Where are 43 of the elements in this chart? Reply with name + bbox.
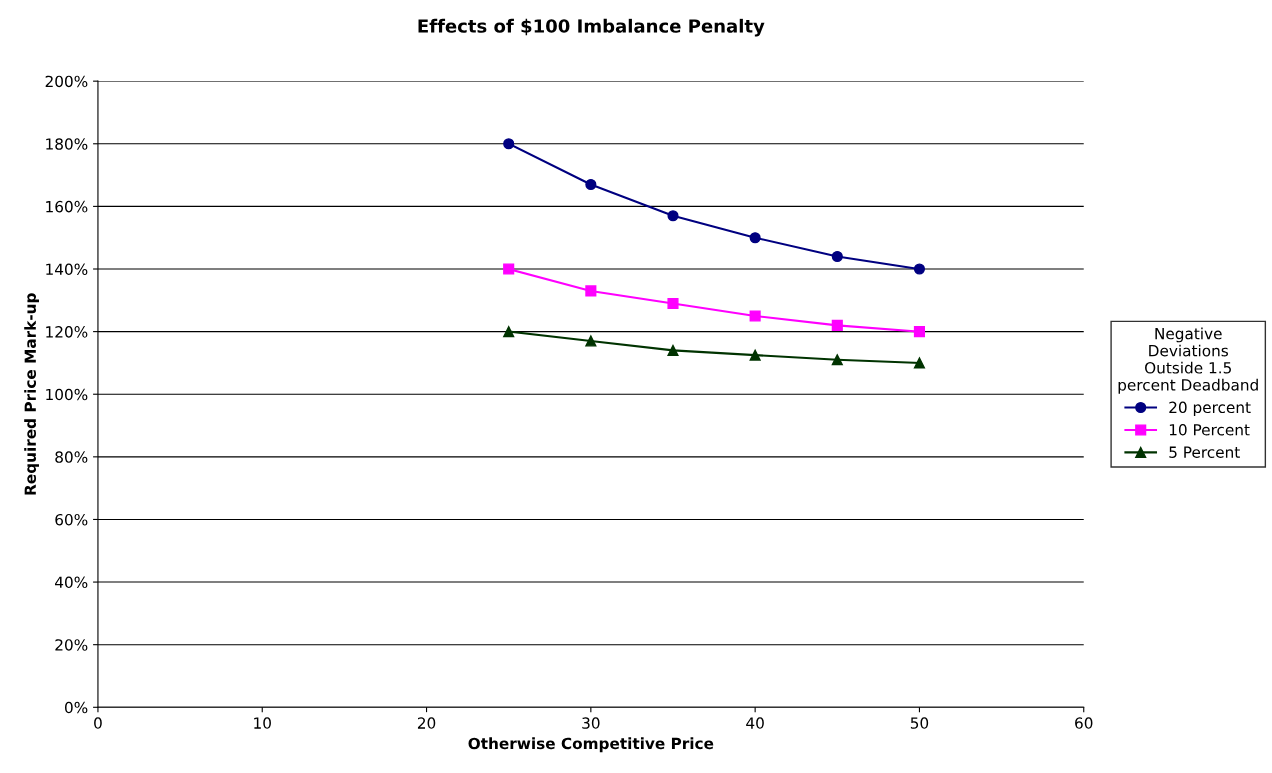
point <box>749 232 761 244</box>
point <box>913 326 926 338</box>
y-tick-label: 100% <box>46 388 88 401</box>
point <box>503 138 515 150</box>
y-tick-label: 180% <box>46 138 88 150</box>
point <box>667 210 679 222</box>
point <box>913 263 926 275</box>
point <box>585 178 597 191</box>
point <box>503 326 515 338</box>
y-tick-label: 0% <box>64 701 88 714</box>
point <box>831 250 843 263</box>
legend-title: Negative Deviations Outside 1.5 percent Deadband <box>1118 327 1258 394</box>
x-tick-label: 40 <box>746 717 764 729</box>
x-tick-label: 50 <box>910 717 929 729</box>
y-tick-label: 80% <box>55 451 88 463</box>
point <box>503 263 515 275</box>
point <box>667 344 679 356</box>
legend-label: 10 Percent <box>1169 423 1250 436</box>
x-tick-label: 10 <box>254 717 271 729</box>
point <box>585 335 597 347</box>
point <box>749 349 761 361</box>
point <box>831 354 843 366</box>
point <box>667 297 679 309</box>
point <box>913 357 926 369</box>
legend-label: 20 percent <box>1169 401 1251 417</box>
legend-label: 5 Percent <box>1169 446 1240 458</box>
y-tick-label: 60% <box>55 513 88 526</box>
x-axis-title: Otherwise Competitive Price <box>468 737 714 753</box>
y-tick-label: 160% <box>46 200 88 213</box>
y-tick-label: 140% <box>46 263 88 276</box>
chart-title: Effects of $100 Imbalance Penalty <box>418 18 765 37</box>
x-tick-label: 0 <box>94 717 102 729</box>
y-tick-label: 20% <box>55 639 88 651</box>
point <box>831 319 843 331</box>
x-tick-label: 30 <box>582 717 600 729</box>
x-tick-label: 20 <box>417 717 436 729</box>
point <box>585 285 597 297</box>
y-axis-title: Required Price Mark-up <box>24 293 39 495</box>
y-tick-label: 40% <box>55 576 88 589</box>
point <box>749 310 761 322</box>
x-tick-label: 60 <box>1075 717 1093 729</box>
y-tick-label: 120% <box>46 326 88 338</box>
y-tick-label: 200% <box>45 75 88 88</box>
